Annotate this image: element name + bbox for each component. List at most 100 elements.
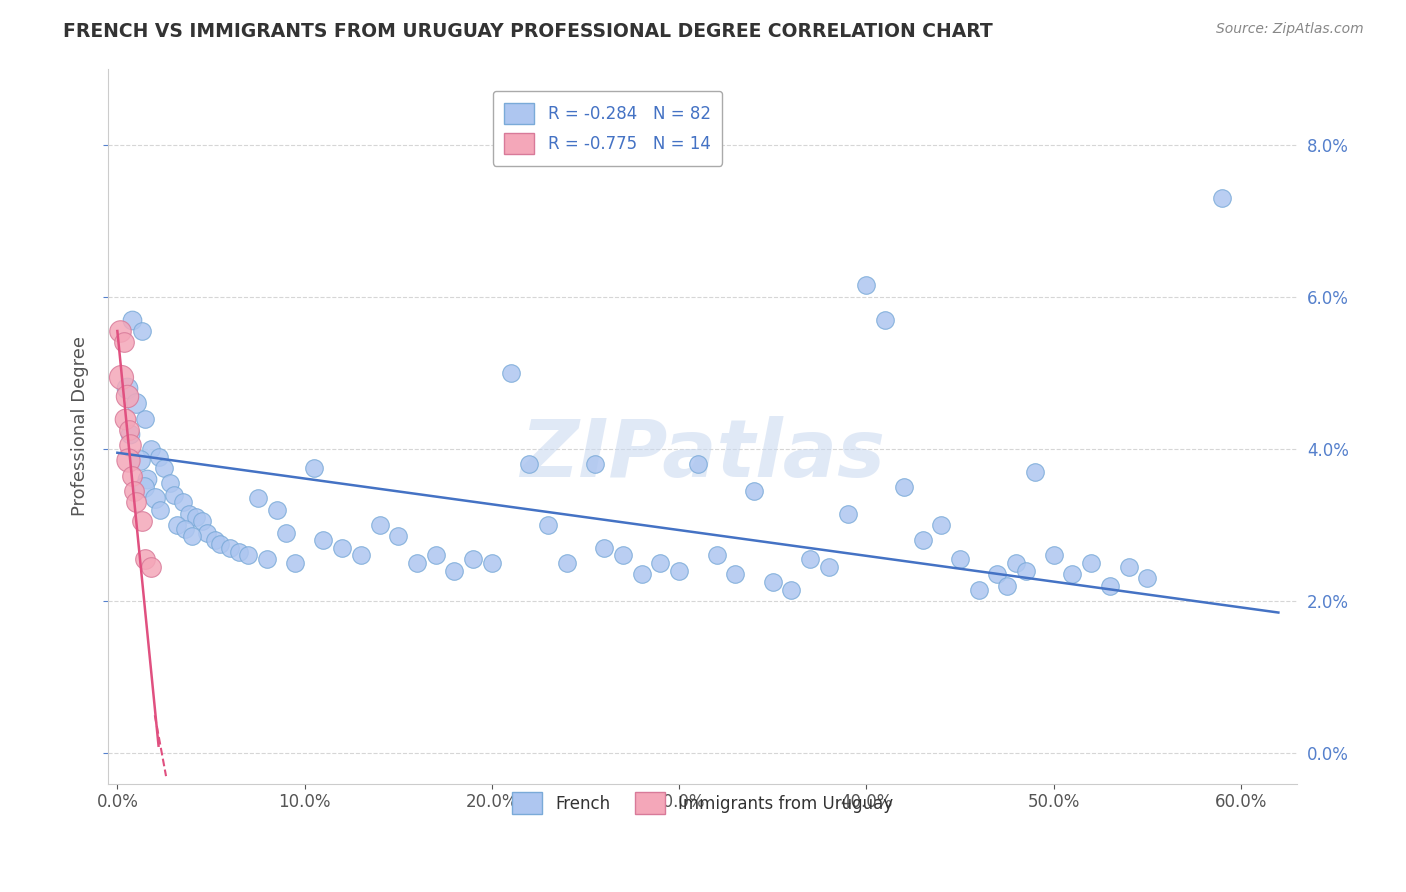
Point [350, 549, 373, 563]
Legend: French, Immigrants from Uruguay: French, Immigrants from Uruguay [501, 780, 905, 825]
Point [184, 510, 207, 524]
Point [218, 541, 240, 555]
Point [818, 560, 841, 574]
Point [166, 518, 188, 533]
Point [139, 560, 162, 574]
Point [995, 579, 1018, 593]
Point [911, 533, 934, 548]
Point [443, 564, 465, 578]
Point [929, 518, 952, 533]
Point [387, 529, 409, 543]
Point [517, 457, 540, 471]
Point [122, 483, 145, 498]
Point [499, 366, 522, 380]
Point [148, 450, 170, 464]
Point [463, 552, 485, 566]
Point [949, 552, 972, 566]
Point [173, 522, 195, 536]
Point [967, 582, 990, 597]
Point [406, 556, 429, 570]
Point [583, 457, 606, 471]
Point [274, 525, 297, 540]
Point [855, 278, 877, 293]
Point [149, 503, 172, 517]
Point [593, 541, 616, 555]
Text: ZIPatlas: ZIPatlas [520, 416, 884, 494]
Point [139, 442, 162, 456]
Point [121, 312, 143, 326]
Point [1136, 571, 1159, 585]
Point [481, 556, 503, 570]
Point [246, 491, 269, 506]
Point [312, 533, 335, 548]
Point [612, 549, 634, 563]
Point [153, 461, 176, 475]
Point [875, 312, 897, 326]
Point [668, 564, 690, 578]
Point [190, 514, 212, 528]
Point [108, 324, 131, 338]
Point [762, 575, 785, 590]
Point [837, 507, 859, 521]
Point [115, 381, 138, 395]
Point [125, 495, 148, 509]
Point [537, 518, 560, 533]
Point [330, 541, 353, 555]
Point [238, 549, 260, 563]
Point [134, 411, 156, 425]
Point [204, 533, 226, 548]
Point [159, 476, 181, 491]
Point [1098, 579, 1121, 593]
Point [706, 549, 728, 563]
Point [110, 369, 132, 384]
Y-axis label: Professional Degree: Professional Degree [72, 336, 89, 516]
Point [1014, 564, 1036, 578]
Point [136, 472, 159, 486]
Point [630, 567, 652, 582]
Point [724, 567, 747, 582]
Text: FRENCH VS IMMIGRANTS FROM URUGUAY PROFESSIONAL DEGREE CORRELATION CHART: FRENCH VS IMMIGRANTS FROM URUGUAY PROFES… [63, 22, 993, 41]
Point [986, 567, 1008, 582]
Point [120, 438, 142, 452]
Point [1211, 191, 1233, 205]
Point [177, 507, 200, 521]
Point [1062, 567, 1084, 582]
Point [209, 537, 232, 551]
Point [256, 552, 278, 566]
Point [172, 495, 194, 509]
Point [128, 453, 150, 467]
Point [1005, 556, 1028, 570]
Point [132, 480, 155, 494]
Point [893, 480, 915, 494]
Point [686, 457, 709, 471]
Text: Source: ZipAtlas.com: Source: ZipAtlas.com [1216, 22, 1364, 37]
Point [368, 518, 391, 533]
Point [266, 503, 288, 517]
Point [555, 556, 578, 570]
Point [742, 483, 765, 498]
Point [115, 389, 138, 403]
Point [112, 335, 135, 350]
Point [799, 552, 821, 566]
Point [1024, 465, 1046, 479]
Point [121, 468, 143, 483]
Point [117, 453, 139, 467]
Point [117, 423, 139, 437]
Point [162, 487, 184, 501]
Point [181, 529, 204, 543]
Point [125, 396, 148, 410]
Point [425, 549, 447, 563]
Point [143, 491, 166, 506]
Point [284, 556, 307, 570]
Point [131, 324, 153, 338]
Point [114, 411, 136, 425]
Point [134, 552, 156, 566]
Point [1042, 549, 1064, 563]
Point [228, 544, 250, 558]
Point [780, 582, 803, 597]
Point [131, 514, 153, 528]
Point [195, 525, 218, 540]
Point [302, 461, 325, 475]
Point [1118, 560, 1140, 574]
Point [1080, 556, 1102, 570]
